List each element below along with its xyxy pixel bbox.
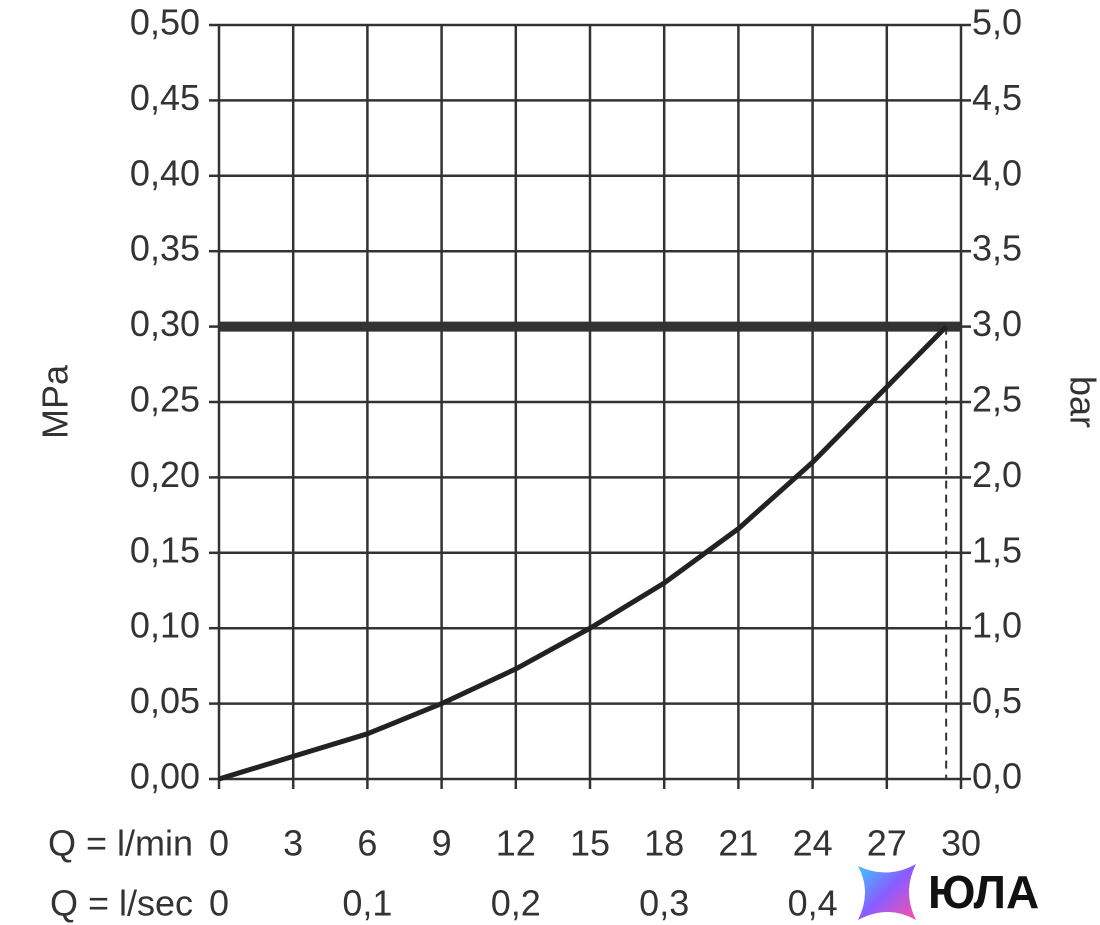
y2-tick-label: 4,0 [972, 152, 1022, 193]
y2-tick-label: 0,5 [972, 680, 1022, 721]
y-tick-label: 0,30 [130, 303, 200, 344]
y2-tick-label: 4,5 [972, 77, 1022, 118]
x2-tick-label: 0 [209, 883, 229, 924]
y2-tick-label: 0,0 [972, 756, 1022, 797]
x-tick-label: 27 [867, 823, 907, 864]
x2-tick-label: 0,2 [491, 883, 541, 924]
y-tick-label: 0,45 [130, 77, 200, 118]
x-tick-label: 24 [793, 823, 833, 864]
y-tick-label: 0,10 [130, 605, 200, 646]
x-tick-label: 0 [209, 823, 229, 864]
logo-icon [858, 864, 916, 920]
x2-axis-label: Q = l/sec [50, 883, 193, 924]
y-tick-label: 0,20 [130, 454, 200, 495]
x2-tick-label: 0,1 [342, 883, 392, 924]
x2-tick-label: 0,3 [639, 883, 689, 924]
x-tick-label: 15 [570, 823, 610, 864]
y2-tick-label: 2,5 [972, 379, 1022, 420]
x-tick-label: 12 [496, 823, 536, 864]
data-line [218, 324, 948, 782]
x-tick-label: 3 [283, 823, 303, 864]
x-tick-label: 21 [718, 823, 758, 864]
y-tick-label: 0,15 [130, 529, 200, 570]
y-tick-label: 0,40 [130, 152, 200, 193]
x-tick-label: 9 [432, 823, 452, 864]
watermark: ЮЛА [928, 866, 1039, 918]
y-tick-label: 0,25 [130, 379, 200, 420]
y-tick-label: 0,00 [130, 756, 200, 797]
y-axis-label: MPa [35, 364, 76, 439]
y2-tick-label: 3,5 [972, 228, 1022, 269]
y2-tick-label: 1,0 [972, 605, 1022, 646]
x2-tick-label: 0,4 [788, 883, 838, 924]
y2-tick-label: 3,0 [972, 303, 1022, 344]
x-axis-label: Q = l/min [48, 823, 193, 864]
y-tick-label: 0,05 [130, 680, 200, 721]
y-tick-label: 0,35 [130, 228, 200, 269]
x-tick-label: 30 [941, 823, 981, 864]
y2-tick-label: 1,5 [972, 529, 1022, 570]
y2-tick-label: 2,0 [972, 454, 1022, 495]
y2-axis-label: bar [1062, 376, 1100, 428]
x-tick-label: 6 [357, 823, 377, 864]
y2-tick-label: 5,0 [972, 2, 1022, 43]
y-tick-label: 0,50 [130, 2, 200, 43]
x-tick-label: 18 [644, 823, 684, 864]
